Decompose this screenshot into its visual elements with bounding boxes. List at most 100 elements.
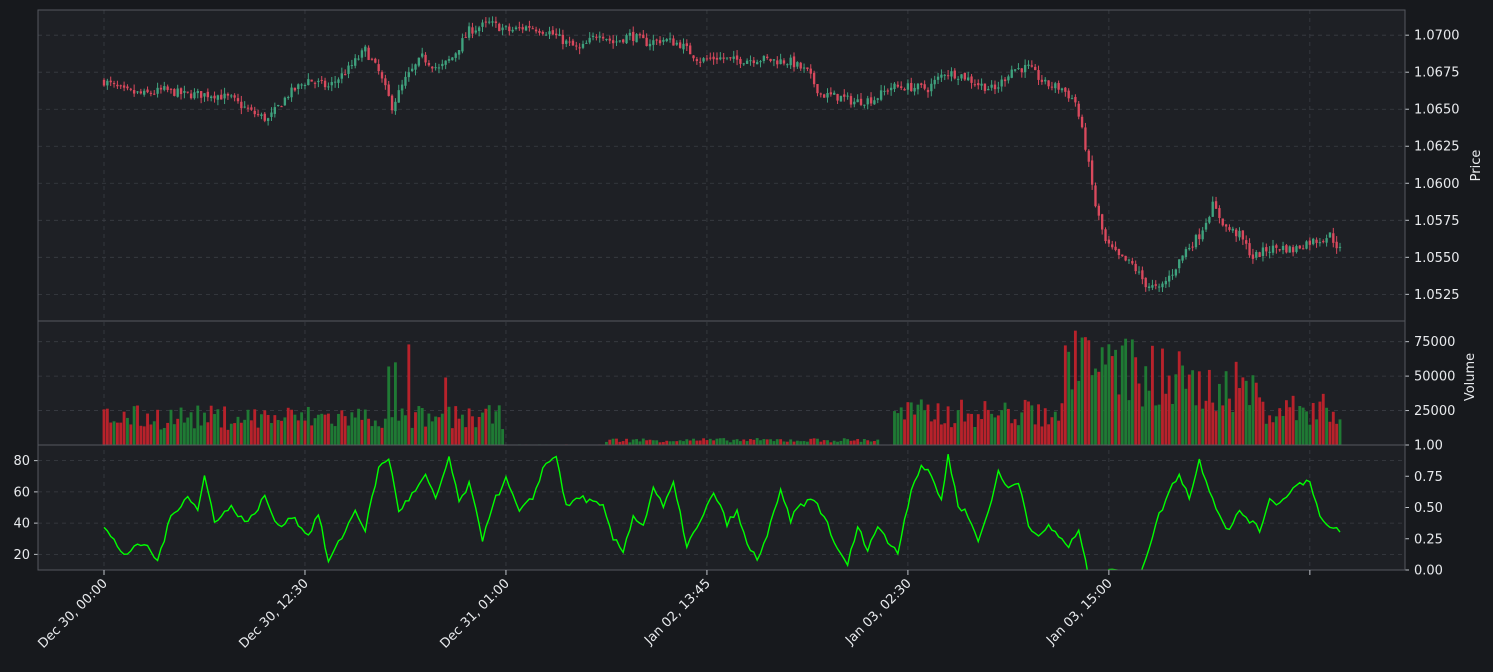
candle-body	[682, 44, 684, 50]
candle-body	[666, 39, 668, 41]
candle-body	[877, 98, 879, 99]
volume-bar	[1184, 389, 1187, 445]
candle-body	[371, 59, 373, 60]
candle-body	[743, 63, 745, 64]
candle-body	[237, 98, 239, 101]
volume-bar	[200, 425, 203, 445]
candle-body	[394, 102, 396, 111]
volume-bar	[1054, 412, 1057, 445]
volume-bar	[448, 407, 451, 445]
volume-bar	[1248, 405, 1251, 445]
volume-bar	[206, 422, 209, 445]
candle-body	[578, 47, 580, 48]
candle-body	[960, 74, 962, 78]
price-tick-label: 1.0675	[1414, 66, 1460, 81]
candle-body	[1325, 238, 1327, 243]
candle-body	[324, 81, 326, 87]
volume-bar	[635, 439, 638, 445]
candle-body	[850, 96, 852, 104]
volume-bar	[1288, 407, 1291, 445]
candle-body	[652, 40, 654, 45]
candle-body	[1292, 247, 1294, 252]
candle-body	[575, 46, 577, 47]
candle-body	[1084, 127, 1086, 149]
candle-body	[1335, 242, 1337, 248]
candle-body	[290, 88, 292, 98]
volume-bar	[294, 415, 297, 445]
volume-tick-label: 75000	[1414, 335, 1455, 350]
volume-bar	[806, 442, 809, 445]
volume-bar	[712, 440, 715, 445]
candle-body	[247, 108, 249, 109]
volume-bar	[364, 410, 367, 445]
candle-body	[1121, 255, 1123, 257]
candle-body	[1295, 246, 1297, 252]
candle-body	[913, 88, 915, 92]
candle-body	[334, 82, 336, 83]
volume-bar	[762, 439, 765, 445]
candle-body	[863, 105, 865, 106]
volume-bar	[344, 416, 347, 445]
volume-bar	[230, 424, 233, 445]
candle-body	[779, 59, 781, 64]
volume-bar	[809, 439, 812, 445]
candle-body	[1054, 83, 1056, 88]
volume-bar	[1024, 400, 1027, 445]
candle-body	[870, 97, 872, 103]
volume-bar	[917, 405, 920, 445]
candle-body	[843, 94, 845, 96]
candle-body	[250, 107, 252, 109]
candle-body	[746, 61, 748, 64]
candle-body	[1047, 80, 1049, 86]
volume-bar	[340, 410, 343, 445]
volume-bar	[776, 439, 779, 445]
indicator-right-tick-label: 0.50	[1414, 501, 1443, 516]
candle-body	[994, 85, 996, 90]
volume-bar	[1148, 391, 1151, 445]
candle-body	[106, 81, 108, 86]
candle-body	[1268, 252, 1270, 253]
candle-body	[1339, 247, 1341, 248]
candle-body	[361, 50, 363, 57]
candle-body	[1138, 272, 1140, 273]
candle-body	[793, 56, 795, 67]
candle-body	[418, 58, 420, 66]
candle-body	[1175, 269, 1177, 275]
candle-body	[1262, 247, 1264, 256]
volume-bar	[1094, 369, 1097, 445]
candle-body	[300, 84, 302, 85]
volume-bar	[381, 428, 384, 445]
candle-body	[388, 84, 390, 95]
candle-body	[103, 80, 105, 86]
volume-bar	[317, 415, 320, 445]
candle-body	[1275, 245, 1277, 248]
volume-bar	[779, 439, 782, 445]
indicator-right-tick-label: 0.00	[1414, 564, 1443, 579]
candle-body	[260, 114, 262, 116]
volume-bar	[411, 428, 414, 445]
volume-bar	[438, 417, 441, 445]
volume-bar	[900, 407, 903, 445]
candle-body	[240, 102, 242, 108]
volume-bar	[813, 438, 816, 445]
candle-body	[156, 88, 158, 94]
candle-body	[525, 26, 527, 30]
candle-body	[957, 79, 959, 80]
candle-body	[789, 58, 791, 66]
volume-bar	[645, 440, 648, 445]
candle-body	[223, 94, 225, 99]
candle-body	[197, 91, 199, 93]
candle-body	[669, 38, 671, 39]
volume-bar	[1308, 425, 1311, 445]
volume-bar	[250, 420, 253, 445]
candle-body	[150, 93, 152, 94]
candle-body	[448, 59, 450, 61]
candle-body	[207, 92, 209, 97]
volume-bar	[632, 440, 635, 445]
candle-body	[491, 21, 493, 22]
candle-body	[763, 56, 765, 61]
volume-bar	[203, 413, 206, 445]
candle-body	[1319, 242, 1321, 243]
candle-body	[1218, 208, 1220, 218]
